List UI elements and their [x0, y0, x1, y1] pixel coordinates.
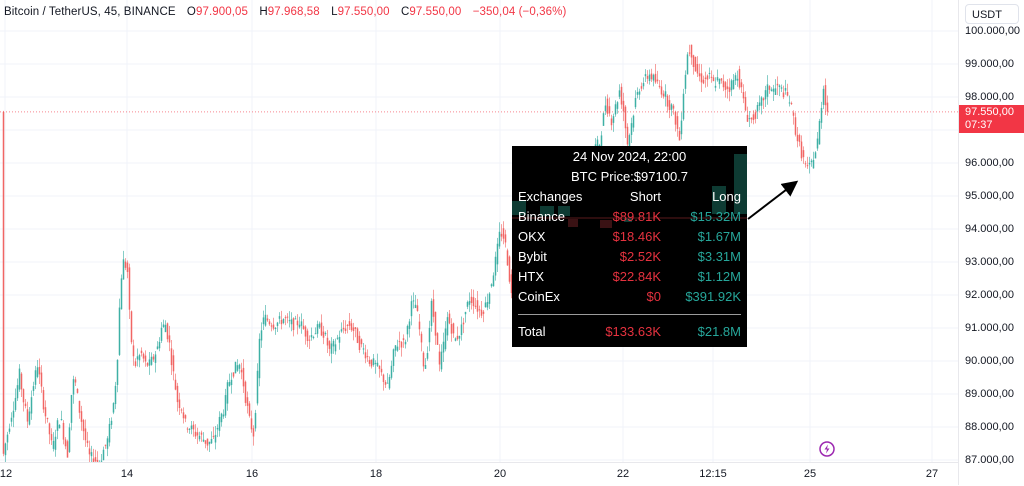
- price-tick-label: 100.000,00: [965, 25, 1021, 37]
- last-price-label: 97.550,00 07:37: [959, 105, 1024, 133]
- close-label: C: [400, 6, 410, 18]
- price-scale[interactable]: USDT 100.000,00 99.000,00 98.000,00 96.000,…: [958, 0, 1024, 485]
- open-label: O: [186, 6, 196, 18]
- liquidation-tooltip: 24 Nov 2024, 22:00 BTC Price:$97100.7 Ex…: [512, 146, 747, 347]
- long-value: $1.12M: [697, 269, 741, 284]
- open-value: 97.900,05: [195, 6, 249, 18]
- tooltip-row-total: Total $133.63K $21.8M: [518, 324, 741, 344]
- high-label: H: [259, 6, 268, 18]
- exchange-name: OKX: [518, 229, 546, 244]
- price-tick-label: 87.000,00: [965, 454, 1014, 466]
- time-tick-label: 16: [245, 468, 259, 480]
- time-tick-label: 12:15: [699, 468, 727, 480]
- tooltip-row-htx: HTX $22.84K $1.12M: [518, 269, 741, 289]
- exchange-name: HTX: [518, 269, 544, 284]
- tooltip-header-row: Exchanges Short Long: [518, 189, 741, 209]
- long-value: $391.92K: [685, 289, 741, 304]
- time-tick-label: 14: [120, 468, 134, 480]
- total-label: Total: [518, 324, 546, 339]
- short-value: $2.52K: [619, 249, 661, 264]
- candlestick-chart[interactable]: [0, 0, 958, 477]
- long-value: $15.32M: [690, 209, 741, 224]
- tooltip-background-bars: [512, 154, 747, 228]
- short-value: $89.81K: [612, 209, 661, 224]
- price-tick-label: 88.000,00: [965, 421, 1014, 433]
- price-tick-label: 92.000,00: [965, 289, 1014, 301]
- time-tick-label: 27: [925, 468, 939, 480]
- time-tick-label: 18: [369, 468, 383, 480]
- close-value: 97.550,00: [409, 6, 462, 18]
- total-short-value: $133.63K: [605, 324, 661, 339]
- high-value: 97.968,58: [267, 6, 320, 18]
- exchange-name: CoinEx: [518, 289, 560, 304]
- tooltip-divider: [518, 314, 741, 315]
- long-value: $1.67M: [697, 229, 741, 244]
- bar-countdown: 07:37: [965, 119, 993, 131]
- symbol-title: Bitcoin / TetherUS, 45, BINANCE: [4, 6, 176, 18]
- low-label: L: [331, 6, 338, 18]
- chart-area[interactable]: [0, 0, 958, 477]
- price-tick-label: 94.000,00: [965, 223, 1014, 235]
- exchange-name: Bybit: [518, 249, 547, 264]
- tooltip-row-okx: OKX $18.46K $1.67M: [518, 229, 741, 249]
- price-tick-label: 98.000,00: [965, 91, 1014, 103]
- symbol-legend: Bitcoin / TetherUS, 45, BINANCE O97.900,…: [4, 6, 574, 18]
- tooltip-date: 24 Nov 2024, 22:00: [572, 149, 687, 164]
- exchange-name: Binance: [518, 209, 565, 224]
- tooltip-btc-price: BTC Price:$97100.7: [570, 169, 689, 184]
- short-value: $0: [646, 289, 661, 304]
- time-tick-label: 12: [0, 468, 13, 480]
- price-tick-label: 96.000,00: [965, 157, 1014, 169]
- time-tick-label: 22: [616, 468, 630, 480]
- short-value: $18.46K: [612, 229, 661, 244]
- last-price-value: 97.550,00: [965, 106, 1014, 118]
- long-value: $3.31M: [697, 249, 741, 264]
- total-long-value: $21.8M: [697, 324, 741, 339]
- price-tick-label: 91.000,00: [965, 322, 1014, 334]
- short-value: $22.84K: [612, 269, 661, 284]
- price-tick-label: 99.000,00: [965, 58, 1014, 70]
- time-axis[interactable]: 12 14 16 18 20 22 12:15 25 27: [0, 462, 958, 486]
- price-tick-label: 89.000,00: [965, 388, 1014, 400]
- low-value: 97.550,00: [337, 6, 390, 18]
- time-tick-label: 20: [493, 468, 507, 480]
- header-exchanges: Exchanges: [518, 189, 583, 204]
- event-lightning-icon[interactable]: [819, 441, 835, 457]
- header-long: Long: [712, 189, 741, 204]
- currency-selector-button[interactable]: USDT: [965, 4, 1019, 24]
- header-short: Short: [629, 189, 661, 204]
- price-tick-label: 95.000,00: [965, 190, 1014, 202]
- tooltip-row-coinex: CoinEx $0 $391.92K: [518, 289, 741, 309]
- price-tick-label: 90.000,00: [965, 355, 1014, 367]
- change-value: −350,04 (−0,36%): [472, 6, 567, 18]
- time-tick-label: 25: [803, 468, 817, 480]
- price-tick-label: 93.000,00: [965, 256, 1014, 268]
- tooltip-row-binance: Binance $89.81K $15.32M: [518, 209, 741, 229]
- tooltip-row-bybit: Bybit $2.52K $3.31M: [518, 249, 741, 269]
